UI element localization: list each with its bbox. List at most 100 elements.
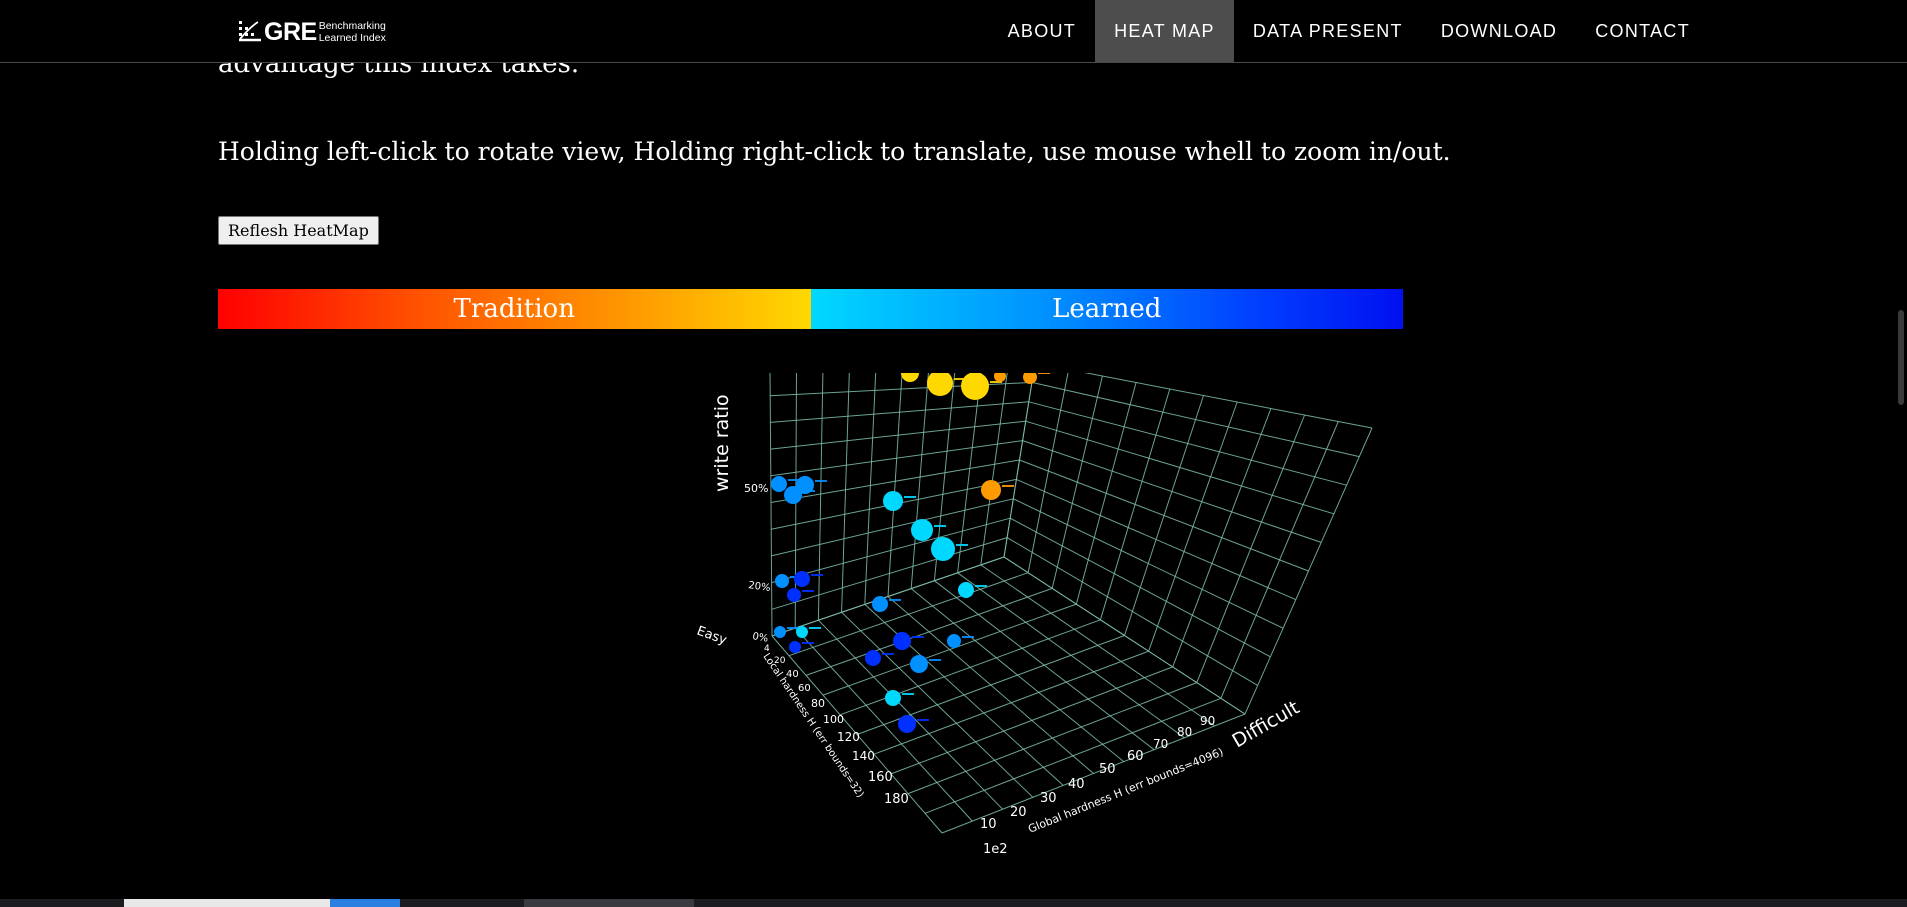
brand-sub-line1: Benchmarking	[318, 20, 386, 32]
data-point-18	[774, 626, 786, 638]
strip-segment-light	[124, 899, 330, 907]
x-tick-60: 60	[1127, 749, 1144, 764]
color-legend: Tradition Learned	[218, 289, 1403, 329]
right-wall-grid-line	[1196, 414, 1306, 683]
data-point-tag-22	[962, 636, 974, 638]
right-wall-grid-line	[1148, 401, 1238, 652]
y-tick-160: 160	[868, 770, 893, 785]
right-wall-grid-line	[1022, 440, 1322, 543]
nav-about[interactable]: ABOUT	[1007, 21, 1077, 41]
right-wall-grid-line	[1019, 459, 1309, 572]
left-wall-grid-line	[769, 373, 773, 637]
z-tick-20: 20%	[748, 580, 772, 594]
y-tick-20: 20	[774, 656, 786, 666]
x-multiplier: 1e2	[983, 842, 1008, 857]
nav-download[interactable]: DOWNLOAD	[1440, 21, 1558, 41]
data-point-25	[885, 690, 901, 706]
data-point-tag-17	[889, 599, 901, 601]
data-point-11	[911, 519, 933, 541]
easy-label: Easy	[695, 624, 729, 649]
data-point-tag-26	[917, 719, 929, 721]
z-tick-50: 50%	[744, 482, 768, 495]
data-point-8	[784, 486, 802, 504]
data-point-12	[931, 537, 955, 561]
x-tick-20: 20	[1010, 805, 1027, 820]
left-wall-grid-line	[980, 373, 1008, 565]
heatmap-3d-plot[interactable]: 50% 20% 0% write ratio Easy Difficult Gl…	[0, 373, 1907, 873]
strip-segment-blue	[330, 899, 400, 907]
bottom-taskbar-strip	[0, 899, 1907, 907]
y-tick-40: 40	[786, 669, 799, 680]
data-point-1	[901, 373, 919, 382]
data-point-16	[787, 588, 801, 602]
data-point-14	[775, 574, 789, 588]
data-point-10	[883, 491, 903, 511]
y-tick-100: 100	[823, 713, 844, 726]
data-point-tag-18	[787, 627, 799, 629]
nav-data-present[interactable]: DATA PRESENT	[1252, 21, 1403, 41]
left-wall-grid-line	[957, 373, 982, 573]
data-point-tag-12	[956, 544, 968, 546]
floor-grid-line	[841, 611, 1034, 798]
data-point-tag-7	[788, 479, 800, 481]
nav-contact[interactable]: CONTACT	[1595, 21, 1690, 41]
data-point-24	[910, 655, 928, 673]
data-point-13	[958, 582, 974, 598]
data-point-26	[898, 715, 916, 733]
y-tick-80: 80	[811, 697, 825, 710]
data-point-tag-20	[802, 642, 814, 644]
x-tick-90: 90	[1200, 714, 1215, 728]
data-point-tag-15	[811, 574, 823, 576]
data-point-15	[794, 571, 810, 587]
left-wall-grid-line	[770, 401, 1029, 423]
main-nav: ABOUT HEAT MAP DATA PRESENT DOWNLOAD CON…	[989, 0, 1709, 62]
x-tick-10: 10	[980, 817, 997, 832]
right-wall-grid-line	[1172, 408, 1272, 668]
y-tick-60: 60	[798, 683, 811, 694]
heatmap-3d-canvas[interactable]: 50% 20% 0% write ratio Easy Difficult Gl…	[0, 373, 1907, 873]
floor-grid-line	[818, 619, 1003, 810]
left-wall-grid-line	[770, 420, 1026, 450]
right-wall-grid-line	[1031, 381, 1360, 458]
legend-learned-label: Learned	[1052, 294, 1162, 324]
data-point-tag-25	[902, 693, 914, 695]
floor-grid-line	[907, 682, 1197, 795]
data-point-tag-6	[1002, 485, 1014, 487]
floor-grid-line	[794, 627, 973, 822]
data-point-tag-23	[882, 653, 894, 655]
floor-grid-line	[890, 666, 1173, 775]
data-point-20	[789, 641, 801, 653]
interaction-instructions: Holding left-click to rotate view, Holdi…	[218, 137, 1451, 166]
x-tick-30: 30	[1040, 791, 1057, 806]
data-point-22	[947, 634, 961, 648]
right-wall-grid-line	[1084, 373, 1373, 429]
data-point-3	[961, 373, 989, 400]
right-wall-grid-line	[1028, 401, 1347, 486]
right-wall-grid-line	[1244, 427, 1373, 715]
y-tick-180: 180	[884, 792, 909, 807]
data-point-21	[893, 632, 911, 650]
brand-subtitle: Benchmarking Learned Index	[319, 20, 386, 44]
nav-heat-map[interactable]: HEAT MAP	[1095, 0, 1234, 62]
data-point-17	[872, 596, 888, 612]
brand-logo[interactable]: GRE Benchmarking Learned Index	[237, 18, 386, 46]
left-wall-grid-line	[864, 373, 877, 605]
refresh-heatmap-button[interactable]: Reflesh HeatMap	[218, 216, 379, 245]
data-point-tag-16	[802, 590, 814, 592]
data-point-tag-11	[934, 525, 946, 527]
floor-grid-line	[873, 650, 1149, 755]
right-wall-grid-line	[1025, 420, 1335, 515]
data-point-19	[796, 626, 808, 638]
left-wall-grid-line	[841, 373, 850, 613]
y-tick-4: 4	[764, 644, 770, 654]
x-tick-70: 70	[1153, 737, 1168, 751]
logo-grid-icon	[239, 21, 261, 42]
y-tick-120: 120	[837, 730, 860, 744]
data-point-7	[771, 476, 787, 492]
data-point-2	[927, 373, 953, 396]
data-point-tag-19	[809, 627, 821, 629]
legend-learned: Learned	[810, 289, 1403, 329]
page-scrollbar-thumb[interactable]	[1898, 310, 1904, 405]
data-point-9	[796, 476, 814, 494]
data-point-tag-13	[975, 585, 987, 587]
